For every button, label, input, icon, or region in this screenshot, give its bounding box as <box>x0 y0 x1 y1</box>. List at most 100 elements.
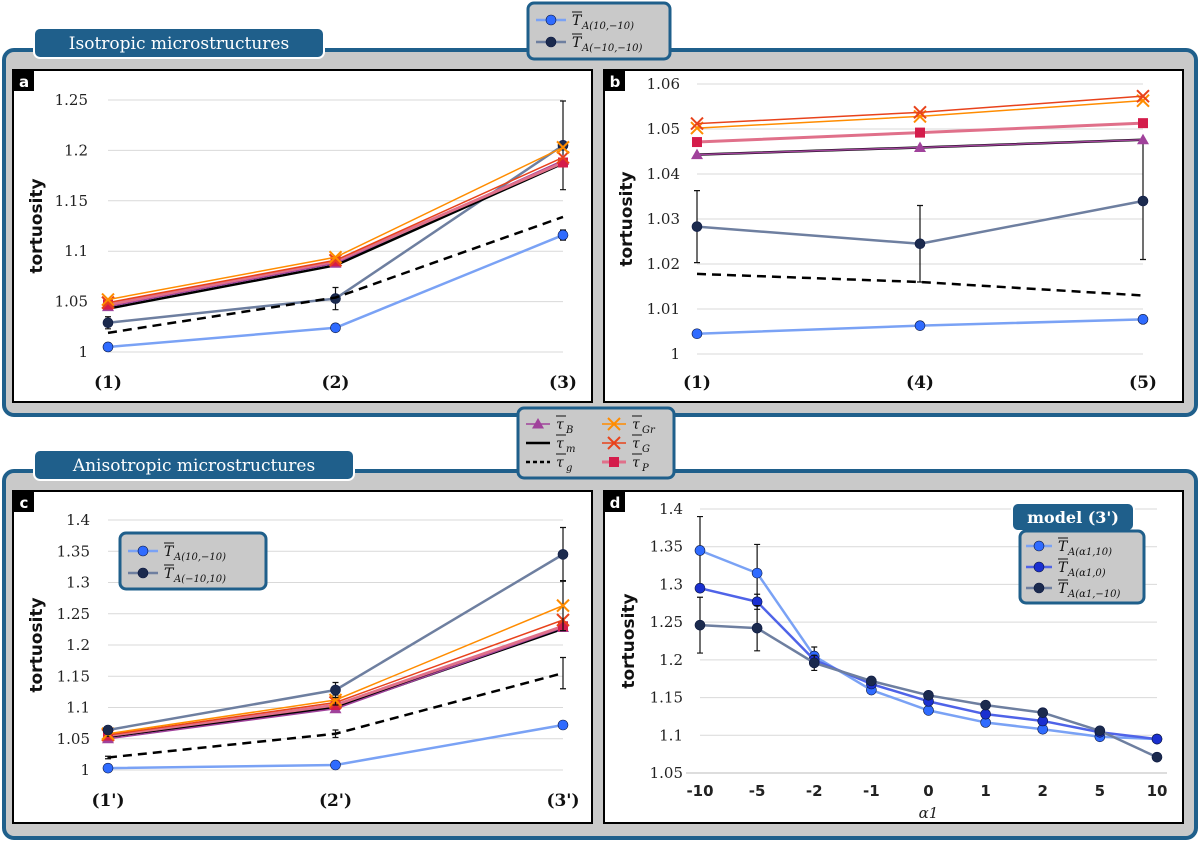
y-tick-label: 1.2 <box>66 636 90 654</box>
panel-c-letter: c <box>20 494 29 512</box>
x-tick-label: (1') <box>91 791 124 811</box>
data-point <box>980 699 991 711</box>
y-tick-label: 1.3 <box>659 575 683 593</box>
legend-entry: T A(α1,10) <box>1026 537 1112 558</box>
anisotropic-title: Anisotropic microstructures <box>72 456 315 476</box>
y-axis-label: tortuosity <box>617 171 637 266</box>
data-point <box>691 148 703 160</box>
legend-subscript: A(10,−10) <box>173 552 226 563</box>
data-point <box>1151 733 1163 745</box>
y-tick-label: 1.15 <box>55 192 88 210</box>
plot-a: 1 1.05 1.1 1.15 1.2 1.25 (1) (2) (3) tortuosity <box>27 91 577 393</box>
legend-subscript: m <box>566 444 575 455</box>
y-tick-label: 1.4 <box>66 511 90 529</box>
legend-marker <box>545 36 557 48</box>
series-tau_B <box>691 133 1149 160</box>
y-axis-label: tortuosity <box>27 178 47 273</box>
legend-subscript: A(α1,−10) <box>1067 589 1121 600</box>
series-line <box>107 215 564 335</box>
x-tick-label: 5 <box>1095 782 1105 800</box>
data-point <box>556 598 570 613</box>
legend-subscript: G <box>642 444 650 455</box>
data-point <box>691 221 703 232</box>
data-point <box>102 724 114 736</box>
anisotropic-title-box <box>33 449 355 481</box>
legend-label: T <box>164 566 175 582</box>
series-TA_light <box>691 314 1149 340</box>
x-tick-label: (2') <box>319 791 352 811</box>
data-point <box>808 657 820 669</box>
legend-marker <box>1033 582 1045 594</box>
data-point <box>980 708 991 720</box>
x-tick-label: -2 <box>806 782 823 800</box>
legend-subscript: Gr <box>642 425 656 436</box>
data-point <box>328 250 343 264</box>
y-tick-label: 1.35 <box>650 538 683 556</box>
data-point <box>915 127 925 138</box>
x-tick-label: 10 <box>1147 782 1168 800</box>
legend-entry: T A(α1,0) <box>1026 558 1106 579</box>
panel-b-letter-box <box>605 71 625 91</box>
series-tau_Gr <box>690 93 1150 135</box>
panel-c <box>12 490 593 824</box>
y-tick-label: 1.3 <box>66 574 90 592</box>
y-tick-label: 1.4 <box>659 500 683 518</box>
data-point <box>556 140 570 155</box>
data-point <box>557 229 569 241</box>
legend-label: τ <box>632 436 640 452</box>
panel-d-legend-box <box>1018 529 1146 605</box>
y-tick-label: 1.1 <box>659 726 683 744</box>
data-point <box>914 141 926 152</box>
legend-label: T <box>1058 560 1069 576</box>
legend-entry: T A(−10,10) <box>128 564 226 585</box>
legend-subscript: B <box>565 425 573 436</box>
legend-entry: T A(−10,−10) <box>536 33 643 54</box>
panel-a-letter-box <box>14 71 34 91</box>
data-point <box>1137 195 1149 207</box>
legend-marker <box>137 545 149 557</box>
legend-marker <box>532 418 544 429</box>
y-axis-label: tortuosity <box>619 593 639 688</box>
legend-label: T <box>572 35 583 51</box>
data-point <box>694 545 706 556</box>
legend-label: τ <box>632 417 640 433</box>
data-point <box>103 299 113 310</box>
data-point <box>1138 118 1148 129</box>
legend-label: T <box>164 544 175 560</box>
y-tick-label: 1.05 <box>57 730 90 748</box>
data-point <box>1094 725 1106 737</box>
y-tick-label: 1 <box>80 761 90 779</box>
isotropic-title-box <box>33 27 325 59</box>
y-tick-label: 1.05 <box>55 293 88 311</box>
data-point <box>923 690 934 701</box>
series-tau_G <box>690 89 1150 131</box>
data-point <box>330 684 341 696</box>
legend-subscript: A(−10,−10) <box>581 43 643 54</box>
x-tick-label: (2) <box>322 373 350 393</box>
middle-legend-box <box>516 406 676 480</box>
y-tick-label: 1.02 <box>647 255 680 273</box>
data-point <box>1137 133 1149 145</box>
series-tau_P <box>692 118 1148 148</box>
data-point <box>556 150 570 165</box>
y-tick-label: 1.06 <box>647 75 680 93</box>
legend-marker <box>607 417 621 431</box>
y-tick-label: 1 <box>670 345 680 363</box>
x-tick-label: -10 <box>686 782 713 800</box>
plot-b: 1 1.01 1.02 1.03 1.04 1.05 1.06 (1) (4) (5) tortuo… <box>617 75 1157 393</box>
y-tick-label: 1 <box>78 343 88 361</box>
series-tau_g <box>105 656 566 760</box>
data-point <box>1037 707 1049 718</box>
data-point <box>694 582 706 594</box>
legend-marker <box>137 567 149 579</box>
top-legend-box <box>526 1 672 61</box>
y-tick-label: 1.1 <box>64 242 88 260</box>
data-point <box>866 675 877 687</box>
error-bar <box>332 729 339 739</box>
legend-label: τ <box>556 436 564 452</box>
legend-label: T <box>1058 581 1069 597</box>
